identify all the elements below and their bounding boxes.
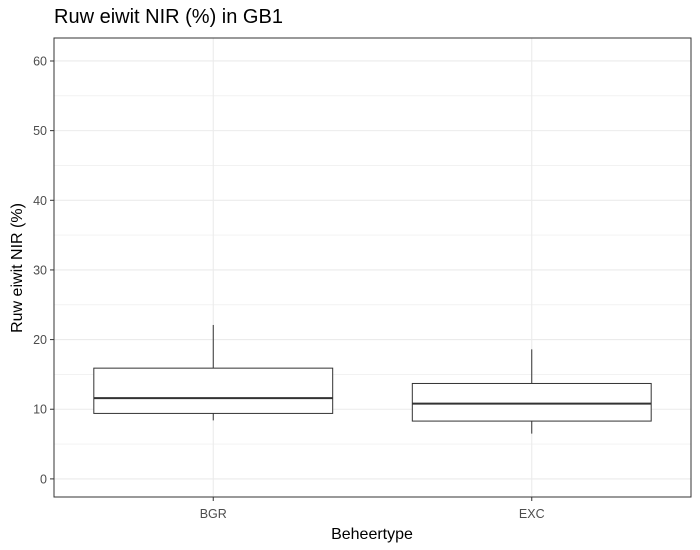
box-exc (411, 349, 652, 434)
y-tick-label: 30 (33, 263, 47, 277)
y-tick-label: 0 (40, 472, 47, 486)
box-bgr (93, 324, 334, 421)
x-axis: BGR EXC (200, 497, 545, 521)
y-tick-label: 20 (33, 333, 47, 347)
x-tick-label: BGR (200, 507, 227, 521)
x-tick-label: EXC (519, 507, 545, 521)
chart-title: Ruw eiwit NIR (%) in GB1 (54, 6, 283, 28)
y-tick-label: 40 (33, 194, 47, 208)
box-body (411, 382, 652, 422)
y-axis-title: Ruw eiwit NIR (%) (9, 203, 26, 333)
y-axis: 0 10 20 30 40 50 60 (33, 54, 54, 486)
y-tick-label: 10 (33, 403, 47, 417)
y-tick-label: 60 (33, 54, 47, 68)
x-axis-title: Beheertype (331, 526, 413, 543)
y-tick-label: 50 (33, 124, 47, 138)
minor-gridlines (54, 95, 691, 445)
box-series (93, 324, 652, 434)
panel-border (53, 37, 692, 498)
major-gridlines (54, 38, 691, 497)
box-body (93, 367, 334, 414)
